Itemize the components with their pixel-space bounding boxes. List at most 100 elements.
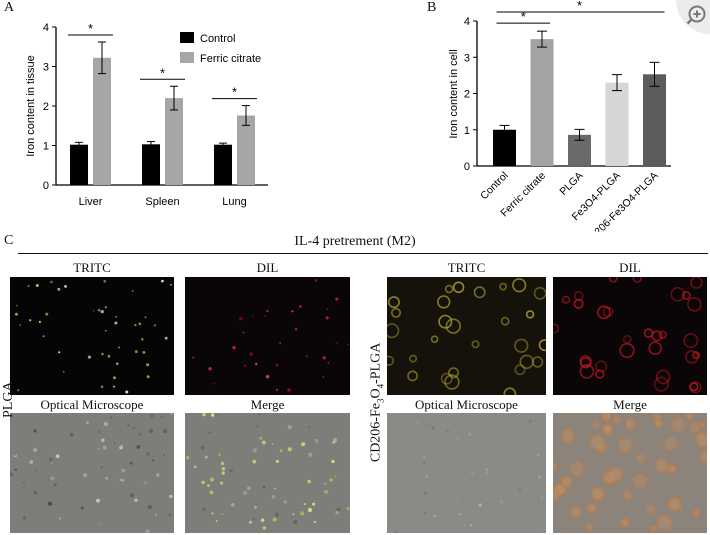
zoom-in-button[interactable] — [676, 0, 710, 34]
speckle — [230, 503, 235, 507]
speckle — [390, 413, 393, 415]
panel-label-c: C — [4, 233, 14, 248]
speckle — [486, 468, 489, 471]
speckle — [170, 413, 173, 416]
speckle — [49, 457, 53, 462]
speckle — [432, 466, 435, 468]
speckle — [208, 367, 212, 371]
speckle — [431, 426, 435, 430]
cell — [654, 458, 669, 473]
speckle — [113, 442, 116, 445]
speckle — [146, 452, 150, 456]
speckle — [83, 473, 87, 477]
cell — [430, 335, 439, 344]
speckle — [220, 461, 225, 466]
speckle — [275, 363, 279, 367]
cell — [595, 360, 608, 373]
cell — [444, 284, 454, 294]
cell — [607, 466, 623, 483]
bar — [237, 115, 255, 185]
left-tritc-image — [10, 277, 174, 395]
speckle — [57, 287, 61, 291]
speckle — [540, 496, 543, 499]
speckle — [19, 324, 21, 326]
cell — [499, 282, 507, 291]
speckle — [97, 430, 101, 434]
speckle — [215, 520, 218, 522]
speckle — [259, 436, 263, 440]
bar — [93, 57, 111, 186]
speckle — [10, 472, 13, 477]
speckle — [100, 466, 103, 469]
speckle — [456, 499, 459, 503]
speckle — [260, 518, 265, 522]
cell — [569, 461, 585, 477]
speckle — [207, 484, 210, 487]
speckle — [243, 491, 248, 495]
speckle — [38, 320, 41, 323]
cell — [573, 298, 584, 309]
speckle — [55, 454, 60, 459]
cell — [531, 356, 544, 368]
cell — [594, 369, 605, 379]
cell — [645, 504, 656, 515]
speckle — [103, 421, 108, 426]
speckle — [149, 413, 154, 418]
speckle — [29, 460, 34, 464]
speckle — [138, 322, 142, 326]
speckle — [215, 414, 217, 416]
speckle — [186, 455, 190, 460]
speckle — [229, 468, 233, 473]
speckle — [275, 388, 279, 391]
cell — [525, 310, 535, 319]
speckle — [121, 444, 124, 447]
speckle — [249, 520, 252, 524]
cell — [602, 423, 613, 435]
speckle — [149, 428, 154, 433]
speckle — [266, 310, 269, 313]
cell — [685, 350, 699, 364]
speckle — [262, 526, 267, 530]
y-axis-label: Iron content in tissue — [25, 55, 37, 157]
cell — [580, 356, 592, 369]
speckle — [221, 467, 226, 471]
speckle — [29, 319, 32, 322]
cell — [387, 296, 400, 309]
cell — [643, 328, 654, 338]
speckle — [169, 494, 173, 499]
speckle — [113, 385, 116, 388]
speckle — [147, 504, 152, 510]
speckle — [134, 324, 137, 327]
speckle — [101, 352, 104, 356]
cell — [655, 369, 671, 385]
left-row-label: PLGA — [1, 381, 16, 418]
cell — [570, 505, 582, 517]
cell — [668, 497, 682, 512]
right-merge-title: Merge — [613, 397, 647, 412]
cell — [584, 522, 595, 532]
cell — [407, 370, 418, 382]
speckle — [33, 447, 38, 452]
y-tick-label: 0 — [43, 180, 49, 192]
cell — [436, 295, 451, 309]
zoom-in-icon — [686, 5, 706, 25]
speckle — [308, 426, 311, 429]
cell — [538, 339, 546, 352]
y-tick-label: 1 — [464, 125, 470, 137]
cell — [473, 286, 486, 299]
cell — [590, 486, 605, 501]
speckle — [256, 425, 258, 427]
speckle — [205, 456, 208, 459]
y-tick-label: 3 — [464, 52, 470, 64]
cell — [440, 372, 453, 385]
cell — [624, 418, 636, 430]
speckle — [499, 500, 504, 504]
left-optical-title: Optical Microscope — [40, 397, 144, 412]
speckle — [136, 445, 141, 449]
speckle — [244, 364, 247, 367]
speckle — [69, 432, 74, 437]
cell — [685, 413, 695, 420]
speckle — [50, 476, 55, 481]
cell — [656, 514, 673, 531]
